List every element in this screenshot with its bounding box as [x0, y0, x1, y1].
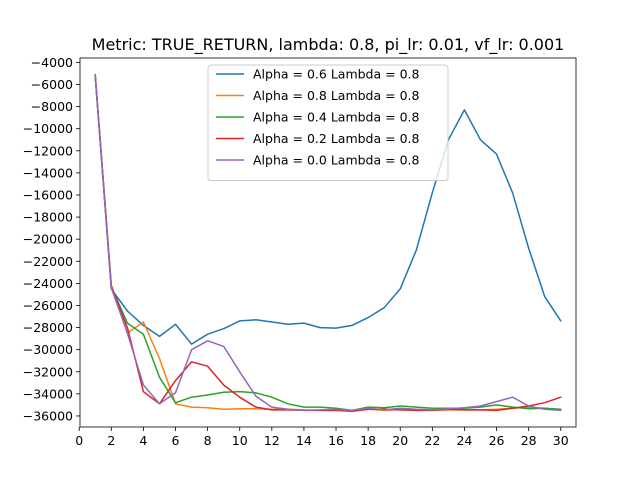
series-line-4 — [94, 73, 562, 412]
x-tick-label: 2 — [107, 433, 115, 448]
chart-title: Metric: TRUE_RETURN, lambda: 0.8, pi_lr:… — [92, 35, 565, 55]
x-tick-label: 8 — [204, 433, 212, 448]
y-tick-label: −16000 — [23, 187, 73, 202]
x-tick-label: 10 — [232, 433, 248, 448]
x-tick-label: 4 — [139, 433, 147, 448]
y-tick-label: −22000 — [23, 254, 73, 269]
legend-label: Alpha = 0.8 Lambda = 0.8 — [253, 88, 419, 103]
y-tick-label: −28000 — [23, 320, 73, 335]
y-tick-label: −4000 — [31, 55, 73, 70]
series-line-3 — [94, 74, 562, 412]
series-line-2 — [94, 73, 562, 412]
legend-label: Alpha = 0.0 Lambda = 0.8 — [253, 153, 419, 168]
legend: Alpha = 0.6 Lambda = 0.8 Alpha = 0.8 Lamb… — [207, 64, 449, 181]
y-tick-label: −20000 — [23, 232, 73, 247]
x-tick-label: 30 — [553, 433, 569, 448]
y-tick-label: −18000 — [23, 210, 73, 225]
legend-label: Alpha = 0.6 Lambda = 0.8 — [253, 67, 419, 82]
series-lines — [94, 73, 562, 413]
y-tick-label: −24000 — [23, 276, 73, 291]
x-tick-label: 6 — [172, 433, 180, 448]
legend-box — [207, 64, 449, 181]
x-tick-label: 24 — [456, 433, 472, 448]
y-tick-label: −10000 — [23, 121, 73, 136]
x-tick-label: 20 — [392, 433, 408, 448]
y-tick-label: −30000 — [23, 342, 73, 357]
y-tick-label: −8000 — [31, 99, 73, 114]
x-tick-label: 16 — [328, 433, 344, 448]
x-tick-label: 14 — [296, 433, 312, 448]
series-line-0 — [94, 74, 562, 345]
y-tick-label: −14000 — [23, 165, 73, 180]
legend-label: Alpha = 0.2 Lambda = 0.8 — [253, 131, 419, 146]
y-tick-label: −12000 — [23, 143, 73, 158]
y-tick-label: −6000 — [31, 77, 73, 92]
y-tick-label: −26000 — [23, 298, 73, 313]
y-axis: −4000 −6000 −8000 −10000 −12000 −14000 −16000 −… — [23, 55, 80, 423]
x-tick-label: 28 — [521, 433, 537, 448]
x-tick-label: 26 — [489, 433, 505, 448]
y-tick-label: −36000 — [23, 408, 73, 423]
plot-frame — [79, 57, 577, 428]
x-axis: 0 2 4 6 8 10 12 14 16 18 20 22 24 26 28 30 — [75, 427, 569, 448]
y-tick-label: −34000 — [23, 386, 73, 401]
x-tick-label: 22 — [424, 433, 440, 448]
y-tick-label: −32000 — [23, 364, 73, 379]
x-tick-label: 12 — [264, 433, 280, 448]
legend-label: Alpha = 0.4 Lambda = 0.8 — [253, 110, 419, 125]
x-tick-label: 18 — [360, 433, 376, 448]
x-tick-label: 0 — [75, 433, 83, 448]
